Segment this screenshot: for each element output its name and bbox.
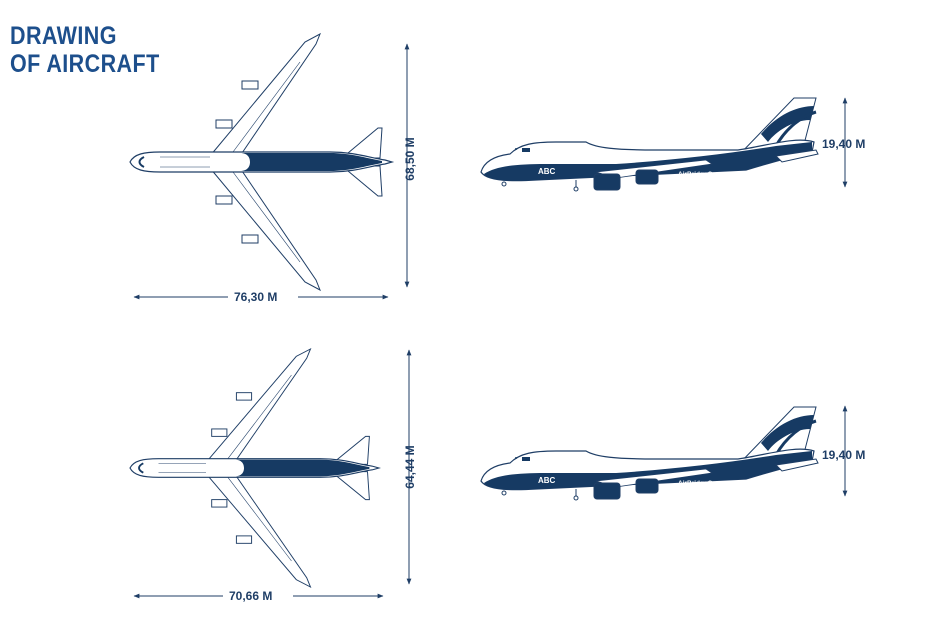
aircraft-2-length-label: 64,44 M: [403, 445, 417, 489]
page-title: DRAWING OF AIRCRAFT: [10, 22, 160, 78]
aircraft-2-livery-text: AirBridgeCargo: [678, 480, 726, 487]
aircraft-1-height-label: 19,40 M: [822, 137, 866, 151]
aircraft-2-height-label: 19,40 M: [822, 448, 866, 462]
aircraft-1-side-view: [479, 96, 820, 193]
aircraft-1-livery-text: AirBridgeCargo: [678, 171, 726, 178]
aircraft-1-wingspan-label: 76,30 M: [234, 290, 278, 304]
aircraft-2-wingspan-label: 70,66 M: [229, 589, 273, 603]
aircraft-1-logo-text: ABC: [538, 167, 556, 176]
aircraft-2-top-view: [129, 348, 380, 588]
aircraft-2-side-view: [479, 405, 820, 502]
aircraft-1-top-view: [129, 33, 393, 291]
title-line-2: OF AIRCRAFT: [10, 50, 160, 78]
aircraft-2-logo-text: ABC: [538, 476, 556, 485]
title-line-1: DRAWING: [10, 22, 117, 50]
aircraft-1-length-label: 68,50 M: [403, 137, 417, 181]
